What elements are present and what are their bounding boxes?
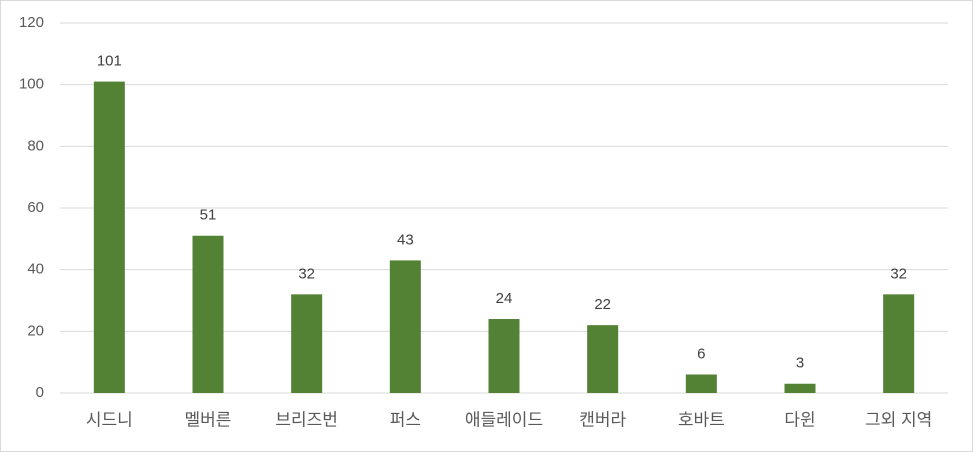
bar: [883, 294, 915, 393]
y-tick-label: 120: [19, 14, 44, 31]
data-label: 3: [796, 355, 804, 372]
data-label: 22: [594, 296, 611, 313]
data-label: 32: [890, 265, 907, 282]
bar: [389, 260, 421, 393]
bar: [93, 81, 125, 393]
y-tick-label: 60: [27, 199, 44, 216]
y-tick-label: 0: [36, 384, 44, 401]
x-tick-label: 다윈: [784, 410, 815, 429]
data-label: 6: [697, 345, 705, 362]
data-label: 101: [97, 53, 122, 70]
bar: [587, 325, 619, 393]
bar: [685, 374, 717, 393]
bar: [784, 383, 816, 393]
data-label: 43: [397, 231, 414, 248]
bar: [488, 319, 520, 393]
data-label: 24: [496, 290, 513, 307]
x-tick-label: 시드니: [86, 410, 133, 429]
y-tick-label: 20: [27, 322, 44, 339]
data-label: 51: [200, 207, 217, 224]
x-tick-label: 애들레이드: [465, 410, 543, 429]
data-label: 32: [298, 265, 315, 282]
bar: [192, 235, 224, 393]
y-tick-label: 100: [19, 76, 44, 93]
x-tick-label: 그외 지역: [865, 410, 932, 429]
bar: [291, 294, 323, 393]
y-tick-label: 40: [27, 261, 44, 278]
x-tick-label: 퍼스: [390, 410, 421, 429]
y-tick-label: 80: [27, 137, 44, 154]
x-tick-label: 브리즈번: [275, 410, 338, 429]
x-tick-label: 캔버라: [579, 410, 626, 429]
x-tick-label: 호바트: [678, 410, 725, 429]
x-tick-label: 멜버른: [185, 410, 232, 429]
